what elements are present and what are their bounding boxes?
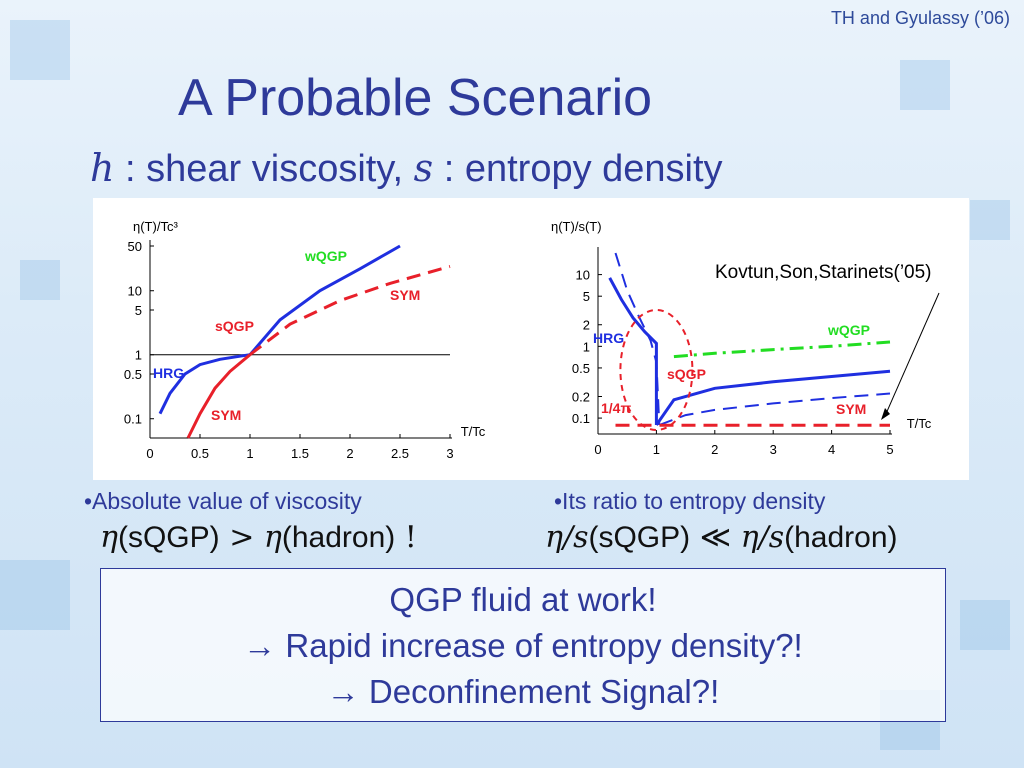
y-tick-label: 1	[135, 348, 142, 363]
decor-square	[0, 560, 70, 630]
conclusion-line-2: → Rapid increase of entropy density?!	[243, 627, 803, 664]
series-label: sQGP	[667, 366, 706, 382]
subtitle-text-2: : entropy density	[433, 148, 723, 190]
eta-symbol: η	[100, 520, 118, 555]
x-axis-label: T/Tc	[907, 416, 932, 431]
eta-symbol: h	[90, 146, 115, 190]
y-tick-label: 10	[576, 268, 590, 283]
formula-arg: (sQGP)	[117, 521, 220, 554]
formula-arg: (hadron)	[784, 521, 898, 554]
conclusion-line-3: → Deconfinement Signal?!	[326, 673, 720, 710]
formula-operator: ≪	[690, 520, 741, 555]
page-title: A Probable Scenario	[178, 69, 653, 127]
y-tick-label: 0.1	[124, 412, 142, 427]
series-label: SYM	[836, 401, 866, 417]
y-tick-label: 0.5	[124, 367, 142, 382]
x-tick-label: 0	[594, 442, 601, 457]
y-tick-label: 2	[583, 318, 590, 333]
x-tick-label: 1.5	[291, 446, 309, 461]
eta-symbol: η	[263, 520, 282, 555]
annotation-arrow	[884, 292, 940, 417]
formula-operator: >	[219, 520, 264, 555]
y-axis-label: η(T)/s(T)	[551, 219, 602, 234]
x-tick-label: 0	[146, 446, 153, 461]
x-tick-label: 4	[828, 442, 835, 457]
y-axis-label: η(T)/Tc³	[133, 219, 178, 234]
decor-square	[900, 60, 950, 110]
formula-arg: (sQGP)	[588, 521, 691, 554]
series-line-wqgp	[248, 244, 401, 356]
decor-square	[10, 20, 70, 80]
series-line-hrg	[158, 353, 251, 415]
decor-square	[960, 600, 1010, 650]
x-tick-label: 5	[886, 442, 893, 457]
series-line-sqgp	[655, 369, 891, 426]
series-line-aux	[614, 252, 661, 426]
x-tick-label: 1	[246, 446, 253, 461]
conclusion-box: QGP fluid at work! → Rapid increase of e…	[100, 568, 946, 722]
x-tick-label: 0.5	[191, 446, 209, 461]
ratio-symbol: η/s	[740, 520, 785, 555]
x-tick-label: 2	[346, 446, 353, 461]
x-axis-label: T/Tc	[461, 424, 486, 439]
x-tick-label: 2	[711, 442, 718, 457]
series-line-wqgp	[673, 340, 891, 359]
y-tick-label: 5	[583, 289, 590, 304]
y-tick-label: 0.2	[572, 389, 590, 404]
decor-square	[20, 260, 60, 300]
formula-left: η(sQGP) > η(hadron) !	[100, 520, 417, 555]
y-tick-label: 10	[128, 284, 142, 299]
series-label: 1/4π	[601, 400, 631, 416]
citation: TH and Gyulassy (’06)	[830, 8, 1010, 28]
subtitle-text-1: : shear viscosity,	[114, 148, 414, 190]
x-tick-label: 3	[770, 442, 777, 457]
y-tick-label: 0.5	[572, 361, 590, 376]
s-symbol: s	[413, 146, 434, 190]
series-label: SYM	[390, 287, 420, 303]
y-tick-label: 50	[128, 239, 142, 254]
y-tick-label: 1	[583, 339, 590, 354]
series-label: sQGP	[215, 318, 254, 334]
charts-panel: η(T)/Tc³ T/Tc 0 0.5 1 1.5 2 2.5 3 0.1 0.5 1 5 10 50 wQG…	[93, 198, 969, 480]
subtitle: h : shear viscosity, s : entropy density	[90, 146, 723, 191]
series-label: HRG	[593, 330, 624, 346]
decor-square	[970, 200, 1010, 240]
kovtun-annotation: Kovtun,Son,Starinets(’05)	[715, 262, 932, 284]
annotation-arrowhead	[881, 408, 890, 420]
formula-right: η/s(sQGP) ≪ η/s(hadron)	[545, 520, 898, 555]
conclusion-line-1: QGP fluid at work!	[389, 581, 657, 618]
series-line-aux	[658, 392, 891, 426]
x-tick-label: 1	[653, 442, 660, 457]
y-tick-label: 0.1	[572, 411, 590, 426]
series-label: wQGP	[304, 248, 347, 264]
series-label: wQGP	[827, 322, 870, 338]
series-line-hrg	[608, 277, 658, 425]
series-line-sym	[186, 353, 251, 439]
series-label: HRG	[153, 365, 184, 381]
y-tick-label: 5	[135, 303, 142, 318]
formula-arg: (hadron)	[281, 521, 396, 554]
series-line-sym	[249, 264, 451, 356]
formula-exclamation: !	[395, 520, 417, 555]
series-label: SYM	[211, 407, 241, 423]
ratio-symbol: η/s	[545, 520, 589, 555]
highlight-ellipse	[619, 309, 694, 431]
bullet-ratio: •Its ratio to entropy density	[554, 488, 826, 514]
bullet-viscosity: •Absolute value of viscosity	[84, 488, 362, 514]
x-tick-label: 3	[446, 446, 453, 461]
x-tick-label: 2.5	[391, 446, 409, 461]
